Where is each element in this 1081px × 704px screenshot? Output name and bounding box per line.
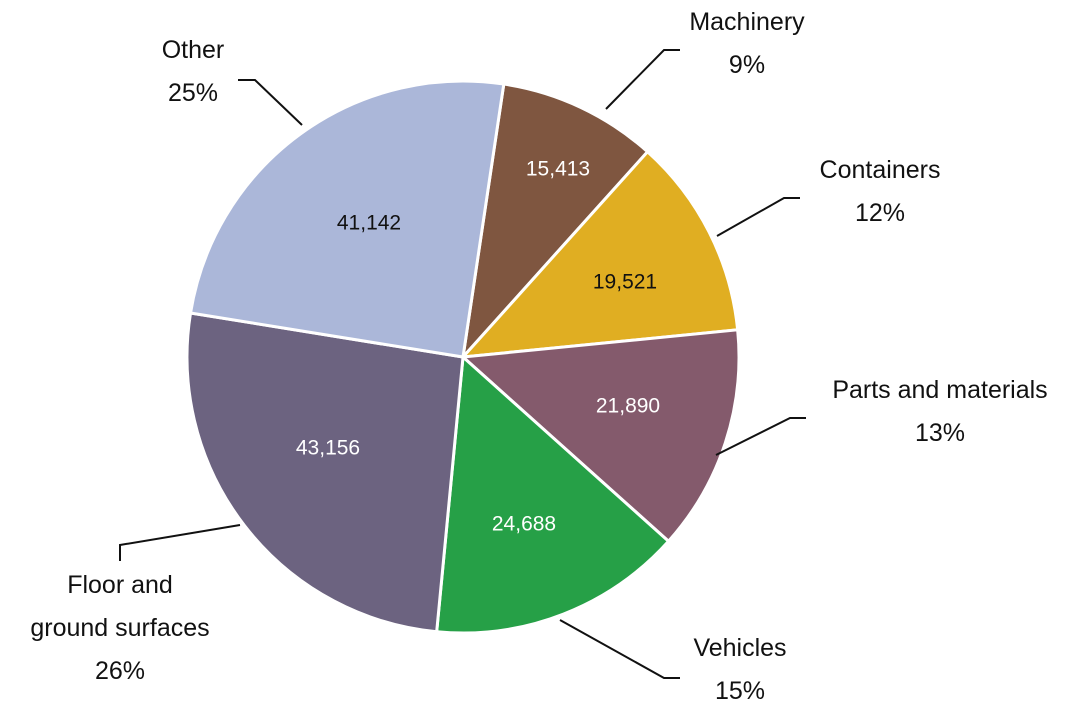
slice-label: Machinery 9%	[597, 1, 897, 87]
leader-line	[715, 417, 806, 456]
value-label: 19,521	[593, 271, 657, 294]
value-label: 41,142	[337, 212, 401, 235]
slice-label: Containers 12%	[730, 149, 1030, 235]
slice-label: Parts and materials 13%	[790, 369, 1081, 455]
leader-line	[119, 524, 241, 561]
leader-line	[716, 197, 800, 237]
pie-slice	[435, 353, 671, 635]
leader-line	[559, 619, 680, 679]
slice-label: Vehicles 15%	[590, 627, 890, 704]
percent-label: 26%	[94, 657, 146, 685]
pie-slice	[460, 82, 650, 362]
value-label: 24,688	[492, 513, 556, 536]
leader-line	[605, 49, 680, 110]
percent-label: 9%	[728, 51, 766, 79]
value-label: 43,156	[296, 437, 360, 460]
category-name: Machinery	[689, 8, 805, 36]
pie-slice	[185, 311, 465, 634]
category-name: Containers	[819, 156, 941, 184]
slice-label: Floor and ground surfaces 26%	[26, 564, 214, 693]
pie-slice	[459, 149, 740, 359]
value-label: 15,413	[526, 158, 590, 181]
pie-slice	[188, 79, 506, 359]
leader-line	[238, 79, 303, 126]
percent-label: 13%	[914, 419, 966, 447]
percent-label: 25%	[167, 79, 219, 107]
category-name: Floor and ground surfaces	[30, 571, 210, 642]
value-label: 21,890	[596, 395, 660, 418]
percent-label: 12%	[854, 199, 906, 227]
pie-slice	[459, 328, 741, 544]
percent-label: 15%	[714, 677, 766, 704]
category-name: Parts and materials	[832, 376, 1048, 404]
category-name: Other	[161, 36, 225, 64]
slice-label: Other 25%	[43, 29, 343, 115]
category-name: Vehicles	[693, 634, 787, 662]
